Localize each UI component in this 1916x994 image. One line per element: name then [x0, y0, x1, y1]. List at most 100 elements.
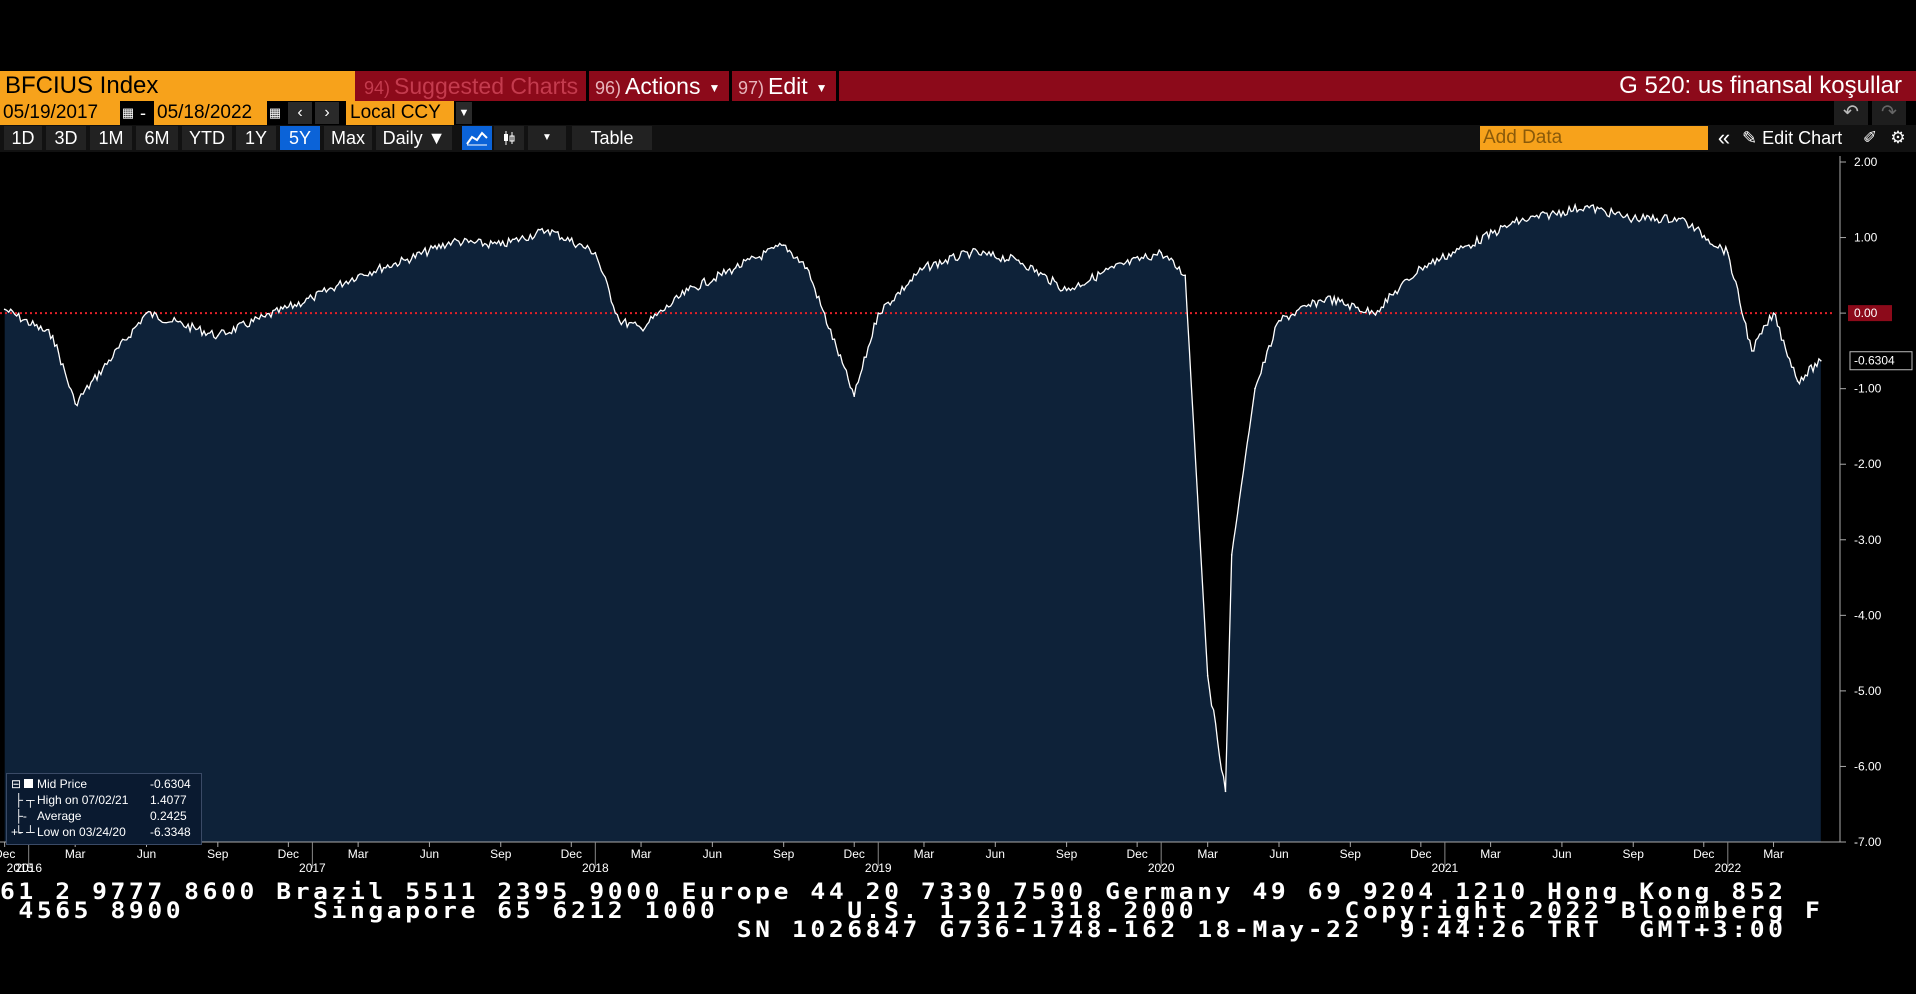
data-point [51, 334, 54, 337]
pencil-icon: ✎ [1742, 128, 1763, 148]
gear-icon[interactable]: ⚙ [1890, 128, 1906, 147]
data-point [451, 240, 454, 243]
edit-button[interactable]: 97) Edit ▼ [732, 71, 836, 101]
edit-number: 97) [738, 78, 765, 98]
line-chart-icon[interactable] [462, 126, 492, 150]
candlestick-icon[interactable] [494, 126, 524, 150]
y-tick-label: -5.00 [1854, 684, 1882, 698]
x-tick-label: Dec [561, 847, 582, 861]
data-point [217, 334, 219, 337]
data-point [594, 251, 597, 254]
footer-session-line: SN 1026847 G736-1748-162 18-May-22 9:44:… [0, 918, 1787, 943]
redo-icon[interactable]: ↷ [1872, 101, 1906, 125]
x-tick-label: Dec [1410, 847, 1431, 861]
suggested-label: Suggested Charts [394, 73, 579, 99]
calendar-icon[interactable]: ▦ [268, 105, 282, 120]
undo-icon[interactable]: ↶ [1834, 101, 1868, 125]
legend-value: -0.6304 [150, 777, 191, 791]
data-point [1584, 205, 1586, 208]
x-tick-label: Mar [631, 847, 652, 861]
suggested-charts-button[interactable]: 94) Suggested Charts [358, 71, 586, 101]
data-point [1772, 312, 1775, 314]
data-point [1113, 266, 1115, 269]
edit-dropdown-icon: ▼ [815, 80, 828, 95]
y-tick-label: -2.00 [1854, 457, 1882, 471]
actions-button[interactable]: 96) Actions ▼ [589, 71, 729, 101]
year-tick-label: 2022 [1714, 861, 1741, 875]
x-tick-label: Sep [207, 847, 229, 861]
data-point [1632, 217, 1635, 220]
period-ytd-button[interactable]: YTD [182, 126, 232, 150]
data-point [1679, 217, 1682, 220]
frequency-select[interactable]: Daily ▼ [376, 126, 452, 150]
legend-row-mid: ⊟ Mid Price -0.6304 [7, 776, 201, 792]
menu-separator [836, 71, 839, 101]
legend-row-average: ├-+- Average 0.2425 [7, 808, 201, 839]
period-6m-button[interactable]: 6M [136, 126, 178, 150]
series-area [4, 204, 1821, 842]
ticker-field[interactable]: BFCIUS Index [0, 71, 355, 101]
price-chart[interactable]: 2.00 1.00 0.00 -1.00 -2.00 -3.00 -4.00 -5.00 -6.… [0, 152, 1916, 892]
start-date-field[interactable]: 05/19/2017 [0, 101, 120, 125]
x-tick-label: Jun [420, 847, 439, 861]
data-point [499, 244, 502, 246]
data-point [1278, 319, 1280, 322]
edit-chart-button[interactable]: ✎ Edit Chart [1742, 126, 1842, 150]
x-tick-label: Sep [773, 847, 795, 861]
y-tick-label: -3.00 [1854, 533, 1882, 547]
last-value-label: -0.6304 [1854, 354, 1895, 368]
chevron-down-icon[interactable]: ▼ [456, 102, 472, 124]
x-tick-label: Dec [1126, 847, 1147, 861]
x-tick-label: Dec [1693, 847, 1714, 861]
legend-row-high: ├ ┬ High on 07/02/21 1.4077 [7, 792, 201, 808]
add-data-input[interactable]: Add Data [1480, 126, 1708, 150]
square-icon: ⊟ [11, 776, 37, 792]
date-separator: - [140, 103, 146, 123]
legend-value: 1.4077 [150, 793, 187, 807]
period-1y-button[interactable]: 1Y [236, 126, 276, 150]
table-button[interactable]: Table [572, 126, 652, 150]
chevron-right-icon[interactable]: › [315, 102, 339, 124]
menu-separator [729, 71, 732, 101]
data-point [640, 327, 642, 330]
data-point [1184, 274, 1187, 277]
data-point [1065, 289, 1068, 292]
data-point [1325, 297, 1328, 299]
data-point [145, 312, 148, 314]
chevron-left-icon[interactable]: ‹ [288, 102, 312, 124]
data-point [1160, 251, 1162, 254]
data-point [1820, 359, 1822, 362]
x-tick-label: Jun [1269, 847, 1288, 861]
period-1m-button[interactable]: 1M [90, 126, 132, 150]
data-point [1751, 350, 1753, 352]
y-tick-label: 1.00 [1854, 231, 1878, 245]
x-tick-label: Sep [1340, 847, 1362, 861]
end-date-field[interactable]: 05/18/2022 [154, 101, 267, 125]
chart-legend: ⊟ Mid Price -0.6304 ├ ┬ High on 07/02/21… [6, 773, 202, 845]
x-tick-label: Dec [0, 847, 15, 861]
data-point [806, 266, 808, 269]
double-chevron-left-icon[interactable]: « [1717, 125, 1731, 150]
x-tick-label: Jun [1552, 847, 1571, 861]
data-point [1468, 244, 1470, 246]
period-5y-button[interactable]: 5Y [280, 126, 320, 150]
menu-separator [586, 71, 589, 101]
x-tick-label: Sep [1623, 847, 1645, 861]
calendar-icon[interactable]: ▦ [121, 105, 135, 120]
year-tick-label: 2016 [15, 861, 42, 875]
legend-value: 0.2425 [150, 809, 187, 823]
period-1d-button[interactable]: 1D [4, 126, 42, 150]
footer-contacts-line: 61 2 9777 8600 Brazil 5511 2395 9000 Eur… [0, 880, 1787, 905]
legend-label: Low on 03/24/20 [37, 825, 126, 839]
chevron-down-icon[interactable]: ▼ [528, 126, 566, 150]
chart-settings-icon[interactable]: ✐ [1862, 128, 1878, 147]
data-point [264, 316, 266, 318]
period-3d-button[interactable]: 3D [46, 126, 86, 150]
data-point [74, 402, 76, 405]
period-max-button[interactable]: Max [324, 126, 372, 150]
year-tick-label: 2019 [865, 861, 892, 875]
data-point [1513, 221, 1516, 224]
y-tick-label: -4.00 [1854, 608, 1882, 622]
data-point [1254, 387, 1256, 390]
currency-select[interactable]: Local CCY [346, 101, 454, 125]
